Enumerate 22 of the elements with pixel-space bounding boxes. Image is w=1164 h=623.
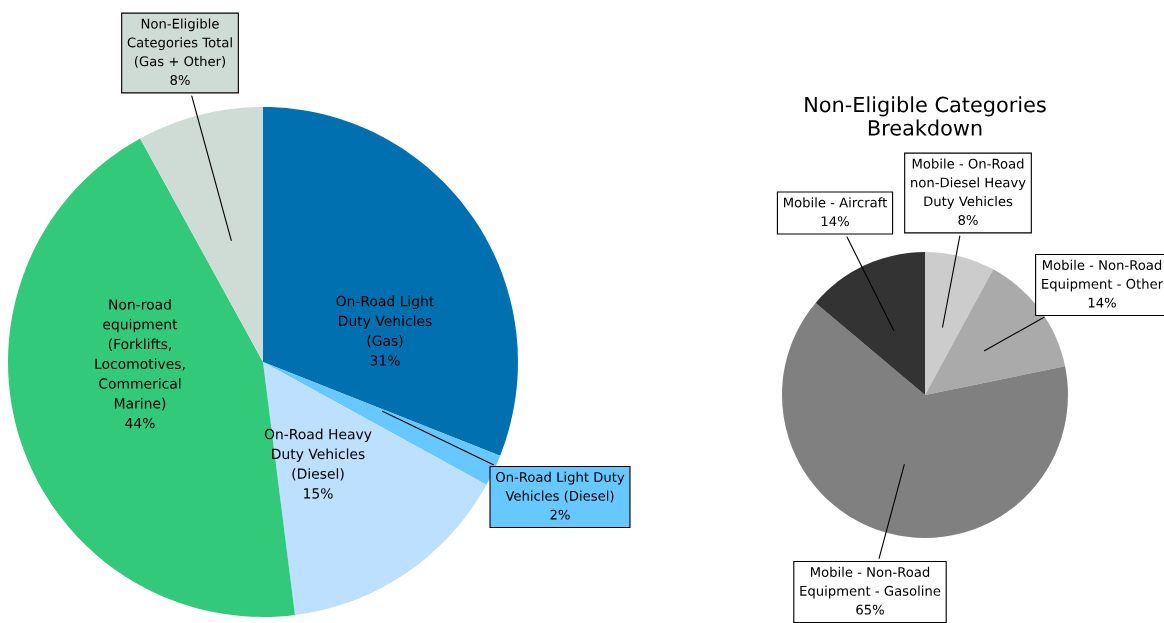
pie-slice: [815, 252, 925, 395]
pie-slice: [782, 302, 1068, 538]
data-label: 14%: [1088, 297, 1116, 308]
slice-label: On-Road Heavy Duty Vehicles (Diesel): [264, 428, 372, 481]
data-label: 44%: [125, 417, 155, 429]
data-label: 2%: [550, 509, 570, 520]
data-label: 8%: [170, 75, 190, 86]
slice-label: On-Road Light Duty Vehicles (Gas): [336, 295, 434, 348]
data-label: 31%: [370, 355, 400, 366]
data-label: 65%: [856, 604, 884, 615]
pie-slice: [925, 252, 994, 395]
slice-label: On-Road Light Duty Vehicles (Diesel): [496, 471, 625, 503]
data-label: 15%: [304, 488, 333, 499]
data-label: 14%: [821, 216, 849, 227]
data-label: 8%: [958, 215, 978, 226]
chart-title: Non-Eligible Categories Breakdown: [805, 96, 1046, 136]
slice-label: Non-road equipment (Forklifts, Locomotives, Commerical Marine): [95, 298, 185, 411]
slice-label: Mobile - Aircraft: [783, 197, 887, 208]
slice-label: Non-Eligible Categories Total (Gas + Other): [127, 18, 232, 68]
slice-label: Mobile - Non-Road Equipment - Gasoline: [800, 566, 941, 599]
slice-label: Mobile - Non-Road Equipment - Other: [1042, 259, 1164, 292]
slice-label: Mobile - On-Road non-Diesel Heavy Duty Vehicles: [911, 158, 1026, 209]
